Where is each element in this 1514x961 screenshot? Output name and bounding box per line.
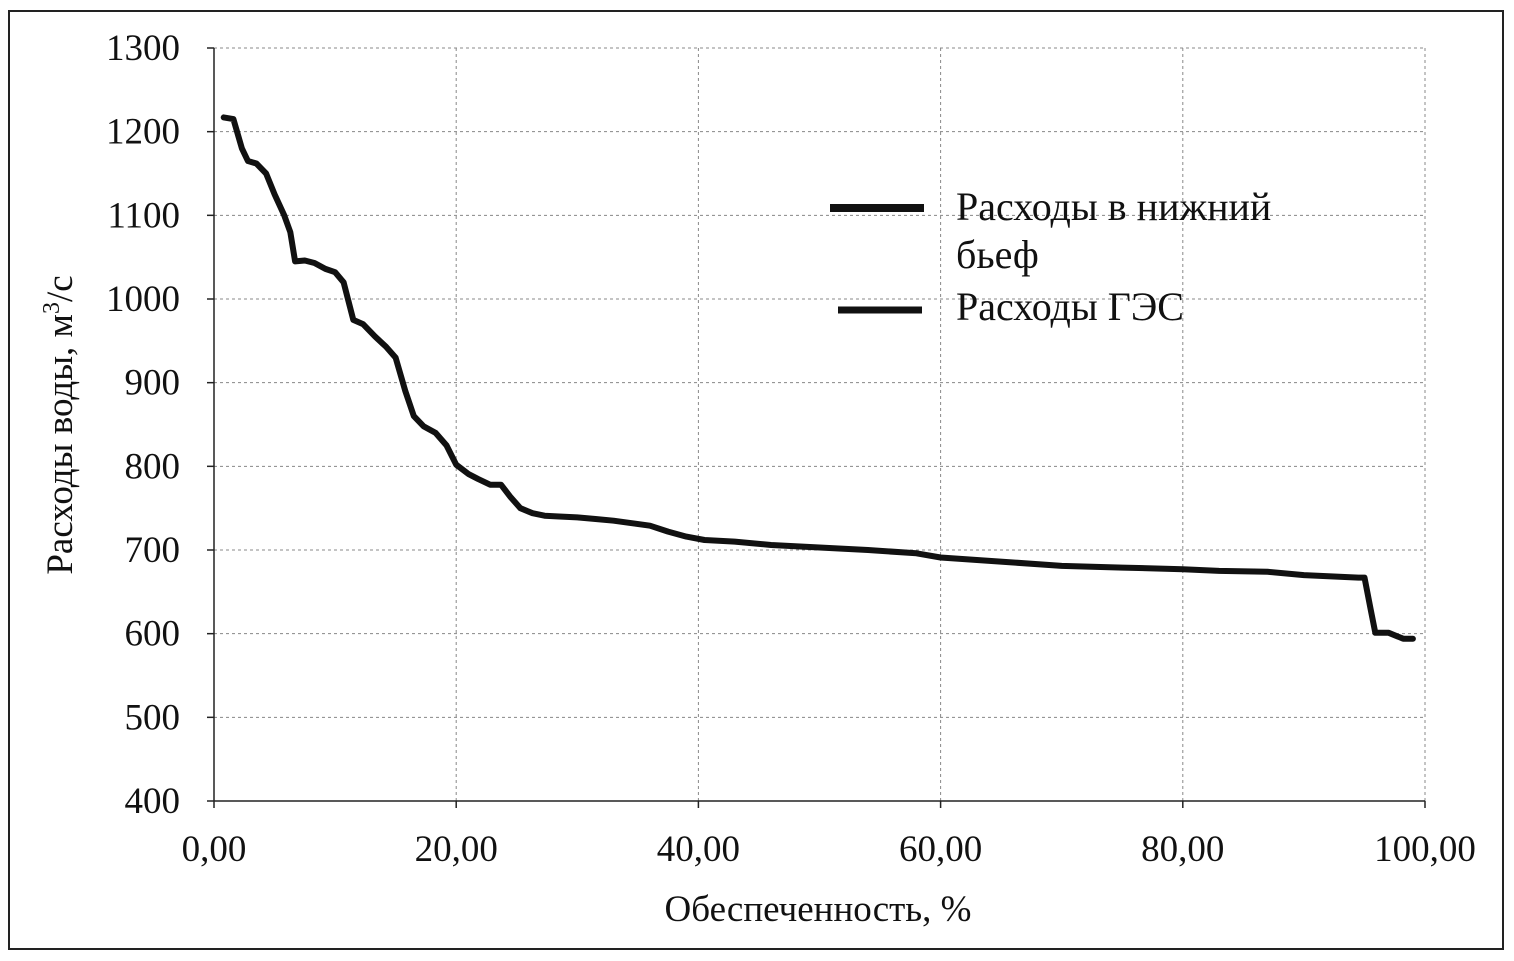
y-tick-label: 1000 xyxy=(106,279,180,320)
legend-label-bottom-release-line1: Расходы в нижний xyxy=(956,184,1271,229)
y-tick-label: 500 xyxy=(125,697,181,738)
y-tick-labels: 400 500 600 700 800 900 1000 1100 1200 1300 xyxy=(106,28,214,822)
grid-lines xyxy=(214,47,1426,802)
legend-label-bottom-release-line2: бьеф xyxy=(956,232,1039,277)
legend: Расходы в нижний бьеф Расходы ГЭС xyxy=(830,184,1271,329)
y-axis-title-sup: 3 xyxy=(39,302,65,314)
x-tick-label: 20,00 xyxy=(415,829,498,870)
y-tick-label: 600 xyxy=(125,614,181,655)
x-tick-label: 60,00 xyxy=(899,829,982,870)
y-axis-title-main: Расходы воды, м xyxy=(40,314,81,575)
y-tick-label: 800 xyxy=(125,446,181,487)
series-line-0 xyxy=(220,114,1416,642)
x-axis-title: Обеспеченность, % xyxy=(665,889,972,930)
axes xyxy=(213,48,1425,802)
y-tick-label: 1300 xyxy=(106,28,180,69)
x-tick-label: 40,00 xyxy=(657,829,740,870)
y-tick-label: 1100 xyxy=(107,195,180,236)
x-tick-labels: 0,00 20,00 40,00 60,00 80,00 100,00 xyxy=(182,801,1476,870)
y-tick-label: 1200 xyxy=(106,112,180,153)
x-tick-label: 100,00 xyxy=(1374,829,1476,870)
x-tick-label: 80,00 xyxy=(1141,829,1224,870)
y-tick-label: 900 xyxy=(125,363,181,404)
x-tick-label: 0,00 xyxy=(182,829,247,870)
y-tick-label: 400 xyxy=(125,781,181,822)
series-lines xyxy=(220,114,1416,642)
legend-label-hpp-discharge: Расходы ГЭС xyxy=(956,284,1184,329)
y-axis-title: Расходы воды, м3/с xyxy=(39,275,81,574)
y-axis-title-end: /с xyxy=(40,275,81,302)
y-tick-label: 700 xyxy=(125,530,181,571)
